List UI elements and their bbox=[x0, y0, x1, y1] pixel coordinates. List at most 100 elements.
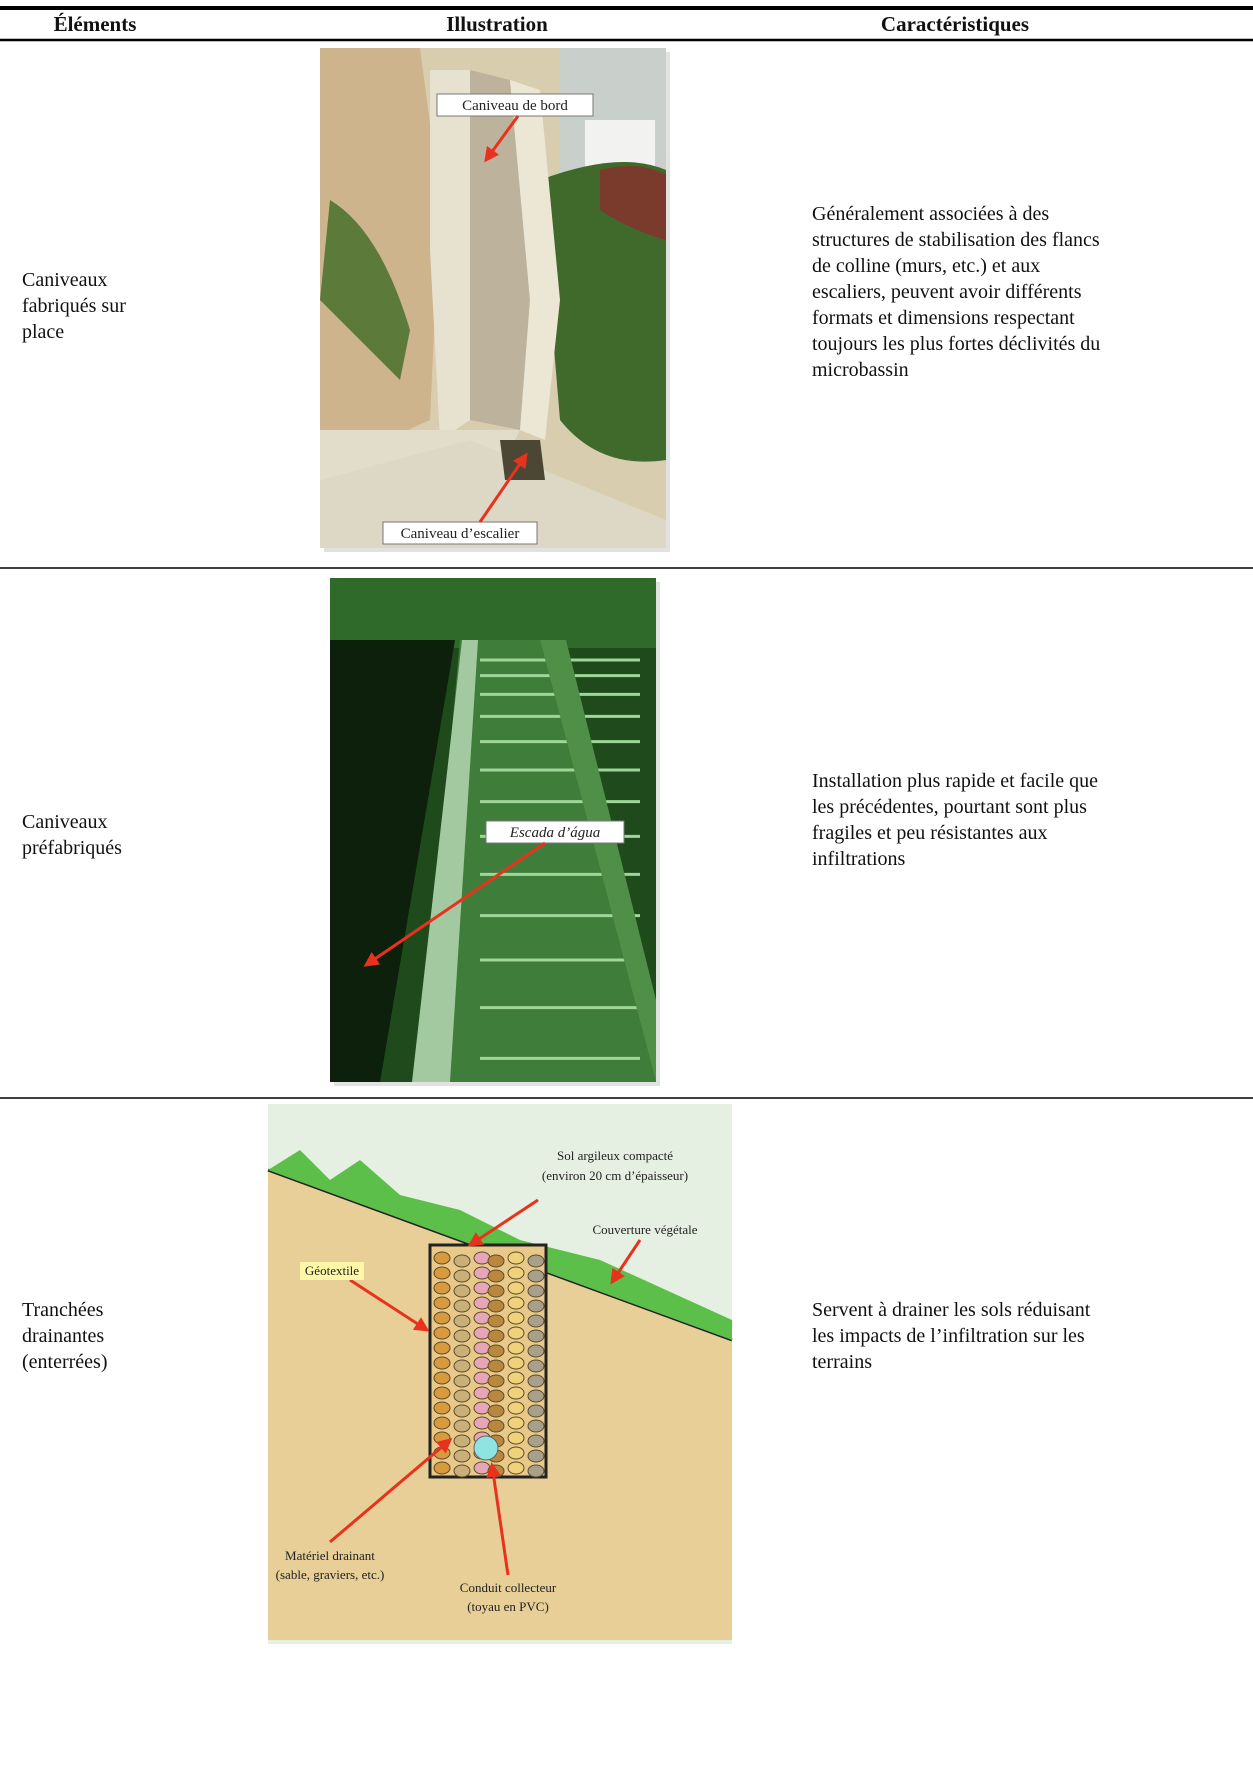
pebble bbox=[433, 1341, 451, 1355]
pebble bbox=[433, 1296, 451, 1310]
pebble bbox=[473, 1311, 491, 1325]
pebble bbox=[487, 1374, 505, 1388]
pebble bbox=[527, 1449, 545, 1463]
pebble bbox=[507, 1356, 525, 1370]
pebble bbox=[453, 1404, 471, 1418]
pebble bbox=[433, 1371, 451, 1385]
pebble bbox=[527, 1344, 545, 1358]
pebble bbox=[473, 1356, 491, 1370]
diagram-tranchee: Sol argileux compacté (environ 20 cm d’é… bbox=[267, 1104, 733, 1644]
pebble bbox=[507, 1326, 525, 1340]
pebble bbox=[507, 1251, 525, 1265]
pebble bbox=[527, 1284, 545, 1298]
pebble bbox=[487, 1314, 505, 1328]
characteristics: Servent à drainer les sols réduisant les… bbox=[812, 1299, 1091, 1373]
pebble bbox=[507, 1401, 525, 1415]
pebble bbox=[527, 1359, 545, 1373]
pebble bbox=[507, 1341, 525, 1355]
pebble bbox=[487, 1344, 505, 1358]
pebble bbox=[453, 1434, 471, 1448]
pebble bbox=[473, 1251, 491, 1265]
pebble bbox=[507, 1281, 525, 1295]
pebble bbox=[453, 1299, 471, 1313]
pebble bbox=[487, 1419, 505, 1433]
pebble bbox=[527, 1464, 545, 1478]
pebble bbox=[507, 1296, 525, 1310]
pebble bbox=[507, 1416, 525, 1430]
pebble bbox=[527, 1404, 545, 1418]
pebble bbox=[453, 1269, 471, 1283]
pebble bbox=[433, 1356, 451, 1370]
pebble bbox=[527, 1254, 545, 1268]
diagram-label: (toyau en PVC) bbox=[467, 1599, 549, 1614]
pebble bbox=[473, 1281, 491, 1295]
pebble bbox=[507, 1266, 525, 1280]
pebble bbox=[507, 1386, 525, 1400]
pebble bbox=[527, 1329, 545, 1343]
pebble bbox=[473, 1416, 491, 1430]
pebble bbox=[453, 1464, 471, 1478]
pebble bbox=[433, 1401, 451, 1415]
pebble bbox=[487, 1269, 505, 1283]
pebble bbox=[527, 1269, 545, 1283]
pebble bbox=[487, 1299, 505, 1313]
pebble bbox=[453, 1344, 471, 1358]
pebble bbox=[453, 1419, 471, 1433]
pebble bbox=[433, 1266, 451, 1280]
photo-caniveaux-sur-place: Caniveau de bord Caniveau d’escalier bbox=[320, 48, 670, 552]
photo-caniveaux-prefabriques: Escada d’água bbox=[330, 578, 660, 1086]
pebble bbox=[453, 1389, 471, 1403]
pebble bbox=[433, 1386, 451, 1400]
pebble bbox=[473, 1461, 491, 1475]
pebble bbox=[453, 1329, 471, 1343]
pebble bbox=[473, 1326, 491, 1340]
pebble bbox=[453, 1359, 471, 1373]
pebble bbox=[473, 1266, 491, 1280]
pebble bbox=[453, 1254, 471, 1268]
element-name: Tranchées drainantes (enterrées) bbox=[22, 1299, 108, 1373]
pebble bbox=[507, 1371, 525, 1385]
diagram-label: (environ 20 cm d’épaisseur) bbox=[542, 1168, 688, 1183]
pebble bbox=[433, 1251, 451, 1265]
pebble bbox=[453, 1449, 471, 1463]
pebble bbox=[453, 1374, 471, 1388]
photo-label: Caniveau d’escalier bbox=[401, 526, 520, 542]
pebble bbox=[487, 1329, 505, 1343]
pebble bbox=[433, 1461, 451, 1475]
pebble bbox=[487, 1389, 505, 1403]
pebble bbox=[527, 1299, 545, 1313]
diagram-label: Matériel drainant bbox=[285, 1548, 375, 1563]
pebble bbox=[507, 1446, 525, 1460]
column-header: Illustration bbox=[446, 12, 548, 36]
pebble bbox=[473, 1386, 491, 1400]
pebble bbox=[507, 1311, 525, 1325]
photo-label: Caniveau de bord bbox=[462, 98, 568, 114]
pebble bbox=[473, 1371, 491, 1385]
pebble bbox=[527, 1374, 545, 1388]
pebble bbox=[453, 1314, 471, 1328]
pebble bbox=[487, 1464, 505, 1478]
diagram-label: (sable, graviers, etc.) bbox=[276, 1567, 385, 1582]
column-header: Caractéristiques bbox=[880, 12, 1030, 36]
characteristics: Généralement associées à des structures … bbox=[812, 203, 1101, 381]
pebble bbox=[453, 1284, 471, 1298]
photo-label: Escada d’água bbox=[509, 825, 600, 841]
characteristics: Installation plus rapide et facile que l… bbox=[812, 770, 1099, 870]
diagram-label: Couverture végétale bbox=[592, 1222, 697, 1237]
pebble bbox=[507, 1431, 525, 1445]
pebble bbox=[433, 1311, 451, 1325]
pebble bbox=[527, 1419, 545, 1433]
pebble bbox=[527, 1314, 545, 1328]
pebble bbox=[433, 1416, 451, 1430]
element-name: Caniveaux préfabriqués bbox=[22, 811, 122, 859]
diagram-label: Géotextile bbox=[305, 1263, 359, 1278]
pebble bbox=[487, 1359, 505, 1373]
pebble bbox=[473, 1341, 491, 1355]
pebble bbox=[433, 1326, 451, 1340]
pebble bbox=[527, 1389, 545, 1403]
diagram-label: Conduit collecteur bbox=[460, 1580, 557, 1595]
pebble bbox=[507, 1461, 525, 1475]
pebble bbox=[487, 1284, 505, 1298]
